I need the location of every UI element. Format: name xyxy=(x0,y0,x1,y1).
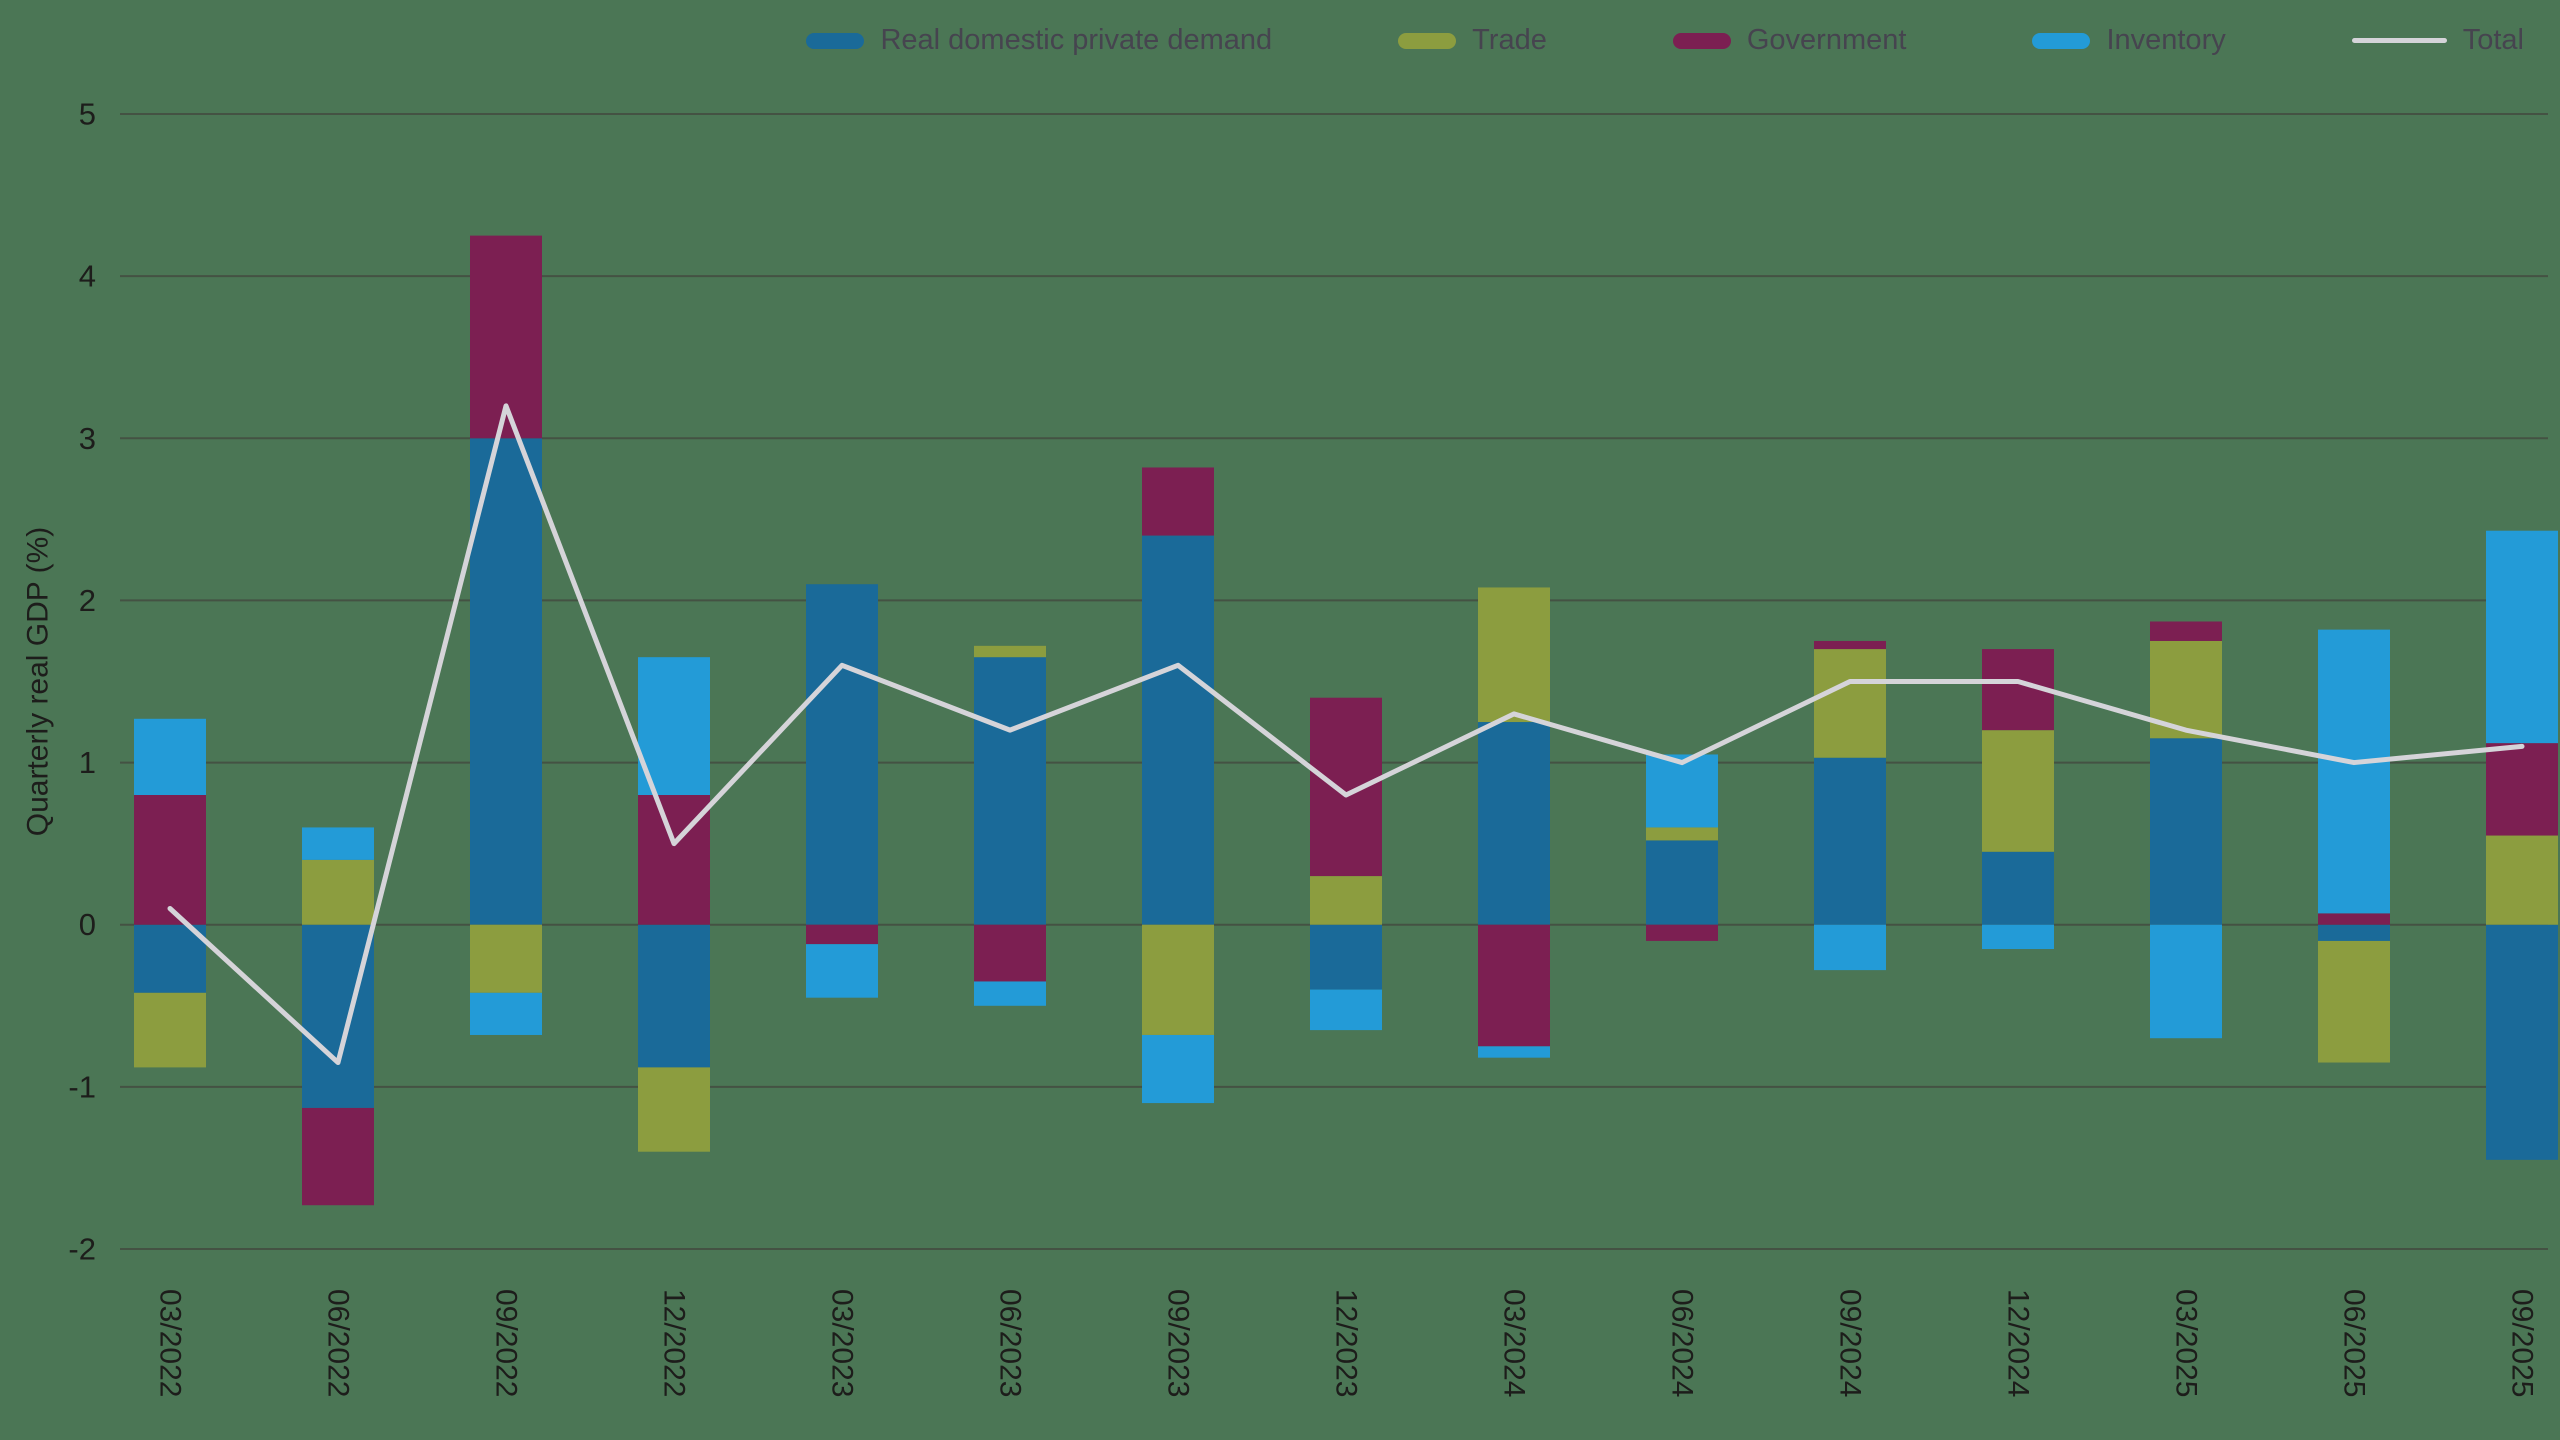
bar-segment-government xyxy=(1478,924,1550,1047)
bar-segment-trade xyxy=(1814,649,1886,758)
y-tick-label: 2 xyxy=(79,583,96,618)
bar-segment-inventory xyxy=(470,992,542,1035)
bar-segment-real-domestic-private-demand xyxy=(974,657,1046,925)
inventory-swatch-icon xyxy=(2032,32,2091,49)
bar-segment-trade xyxy=(1142,924,1214,1035)
y-tick-label: 5 xyxy=(79,97,96,132)
demand-swatch-icon xyxy=(806,32,865,49)
bar-segment-inventory xyxy=(1814,924,1886,971)
x-tick-label: 03/2024 xyxy=(1498,1289,1531,1397)
bar-segment-government xyxy=(302,1107,374,1206)
legend-label-demand: Real domestic private demand xyxy=(880,24,1273,56)
y-tick-label: -2 xyxy=(68,1232,96,1267)
government-swatch-icon xyxy=(1672,32,1731,49)
legend-label-inventory: Inventory xyxy=(2106,24,2226,56)
bar-segment-government xyxy=(1814,640,1886,650)
bar-segment-trade xyxy=(974,645,1046,658)
bar-segment-government xyxy=(2318,913,2390,925)
bar-segment-inventory xyxy=(1478,1046,1550,1058)
x-tick-label: 03/2022 xyxy=(154,1289,187,1397)
bar-segment-government xyxy=(2486,743,2558,836)
bar-segment-trade xyxy=(2486,835,2558,925)
x-tick-label: 09/2023 xyxy=(1162,1289,1195,1397)
bar-segment-inventory xyxy=(806,944,878,998)
bar-segment-real-domestic-private-demand xyxy=(2486,924,2558,1160)
bar-segment-inventory xyxy=(2318,629,2390,914)
bar-segment-government xyxy=(1310,697,1382,877)
bar-segment-inventory xyxy=(2150,924,2222,1039)
bar-segment-government xyxy=(134,795,206,925)
bar-segment-real-domestic-private-demand xyxy=(1982,851,2054,925)
y-tick-label: 3 xyxy=(79,421,96,456)
bar-segment-trade xyxy=(2318,940,2390,1063)
bar-segment-trade xyxy=(134,992,206,1068)
x-tick-label: 06/2023 xyxy=(994,1289,1027,1397)
bar-segment-real-domestic-private-demand xyxy=(1646,840,1718,925)
legend-item-inventory: Inventory xyxy=(2032,24,2226,56)
bar-segment-real-domestic-private-demand xyxy=(1478,722,1550,925)
bar-segment-real-domestic-private-demand xyxy=(134,924,206,993)
x-tick-label: 12/2023 xyxy=(1330,1289,1363,1397)
bar-segment-trade xyxy=(1646,827,1718,841)
bar-segment-inventory xyxy=(1310,989,1382,1031)
x-tick-label: 12/2022 xyxy=(658,1289,691,1397)
bar-segment-inventory xyxy=(1646,754,1718,828)
legend-label-total: Total xyxy=(2462,24,2524,56)
bar-segment-government xyxy=(974,924,1046,982)
bar-segment-real-domestic-private-demand xyxy=(1142,535,1214,925)
x-tick-label: 12/2024 xyxy=(2002,1289,2035,1397)
bar-segment-government xyxy=(1142,467,1214,536)
bar-segment-government xyxy=(806,924,878,945)
x-tick-label: 09/2022 xyxy=(490,1289,523,1397)
bar-segment-trade xyxy=(1310,876,1382,925)
bar-segment-real-domestic-private-demand xyxy=(638,924,710,1068)
bar-segment-government xyxy=(2150,621,2222,641)
x-tick-label: 09/2025 xyxy=(2506,1289,2539,1397)
x-tick-label: 06/2025 xyxy=(2338,1289,2371,1397)
legend-item-government: Government xyxy=(1672,24,1907,56)
bar-segment-trade xyxy=(1478,587,1550,723)
x-tick-label: 03/2025 xyxy=(2170,1289,2203,1397)
legend-label-trade: Trade xyxy=(1472,24,1547,56)
y-tick-label: 0 xyxy=(79,907,96,942)
bar-segment-inventory xyxy=(134,718,206,795)
x-tick-label: 03/2023 xyxy=(826,1289,859,1397)
bar-segment-trade xyxy=(470,924,542,993)
total-line xyxy=(167,403,2525,1066)
y-tick-label: 4 xyxy=(79,259,96,294)
x-tick-label: 09/2024 xyxy=(1834,1289,1867,1397)
bar-segment-real-domestic-private-demand xyxy=(470,438,542,925)
legend-item-real-domestic-private-demand: Real domestic private demand xyxy=(806,26,1272,55)
bar-segment-trade xyxy=(1982,730,2054,852)
bar-segment-inventory xyxy=(1142,1034,1214,1104)
bar-segment-inventory xyxy=(2486,530,2558,744)
chart-legend: Real domestic private demand Trade Gover… xyxy=(806,26,2524,55)
bar-segment-real-domestic-private-demand xyxy=(1310,924,1382,990)
bar-segment-inventory xyxy=(974,981,1046,1006)
legend-item-total: Total xyxy=(2351,24,2524,56)
bar-segment-government xyxy=(1646,924,1718,941)
bar-segment-trade xyxy=(638,1067,710,1152)
bar-segment-inventory xyxy=(1982,924,2054,950)
y-tick-label: 1 xyxy=(79,745,96,780)
bar-segment-real-domestic-private-demand xyxy=(2150,738,2222,925)
y-axis-label: Quarterly real GDP (%) xyxy=(22,527,55,837)
y-tick-label: -1 xyxy=(68,1069,96,1104)
trade-swatch-icon xyxy=(1398,32,1457,49)
bar-segment-inventory xyxy=(638,657,710,795)
bar-segment-real-domestic-private-demand xyxy=(1814,757,1886,925)
bar-segment-real-domestic-private-demand xyxy=(2318,924,2390,941)
x-tick-label: 06/2022 xyxy=(322,1289,355,1397)
bar-segment-trade xyxy=(302,859,374,925)
x-tick-label: 06/2024 xyxy=(1666,1289,1699,1397)
legend-item-trade: Trade xyxy=(1398,26,1547,55)
legend-label-government: Government xyxy=(1746,24,1907,56)
bar-segment-real-domestic-private-demand xyxy=(806,584,878,925)
bar-segment-inventory xyxy=(302,827,374,860)
total-line-swatch-icon xyxy=(2351,38,2447,43)
bar-segment-real-domestic-private-demand xyxy=(302,924,374,1108)
